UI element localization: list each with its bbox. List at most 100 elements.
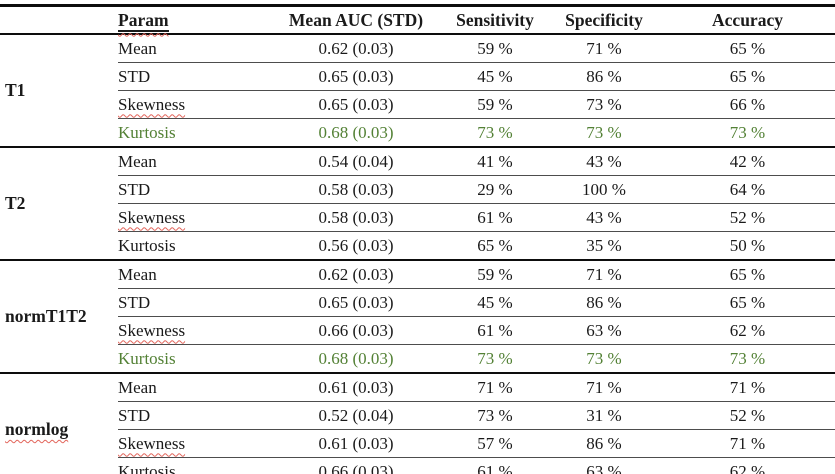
header-row: Param Mean AUC (STD) Sensitivity Specifi… — [0, 5, 835, 35]
auc-value: 0.65 (0.03) — [318, 292, 394, 312]
accuracy-value: 52 % — [729, 207, 766, 227]
accuracy-value: 52 % — [729, 405, 766, 425]
auc-cell: 0.66 (0.03) — [270, 457, 442, 474]
param-cell: Mean — [118, 34, 270, 63]
header-sensitivity: Sensitivity — [442, 5, 548, 35]
specificity-cell: 35 % — [548, 231, 660, 261]
sensitivity-cell: 29 % — [442, 175, 548, 204]
specificity-cell: 100 % — [548, 175, 660, 204]
specificity-cell: 71 % — [548, 34, 660, 63]
table-row: Skewness 0.65 (0.03) 59 % 73 % 66 % — [0, 90, 835, 119]
param-cell: STD — [118, 175, 270, 204]
specificity-value: 43 % — [586, 207, 622, 227]
sensitivity-cell: 61 % — [442, 203, 548, 232]
header-param-label: Param — [118, 9, 169, 32]
auc-value: 0.61 (0.03) — [318, 377, 394, 397]
group-label-normT1T2: normT1T2 — [0, 260, 118, 374]
sensitivity-value: 61 % — [477, 320, 513, 340]
table-row: normT1T2 Mean 0.62 (0.03) 59 % 71 % 65 % — [0, 260, 835, 374]
table-row: Kurtosis 0.56 (0.03) 65 % 35 % 50 % — [0, 231, 835, 261]
group-name: T2 — [5, 193, 26, 213]
accuracy-cell: 42 % — [660, 147, 835, 176]
param-cell: Skewness — [118, 203, 270, 232]
param-cell: Skewness — [118, 316, 270, 345]
param-value: STD — [118, 292, 151, 312]
accuracy-cell: 52 % — [660, 203, 835, 232]
table-body: T1 Mean 0.62 (0.03) 59 % 71 % 65 % STD 0.65 (0.… — [0, 34, 835, 474]
sensitivity-value: 61 % — [477, 207, 513, 227]
specificity-value: 86 % — [586, 292, 622, 312]
auc-cell: 0.65 (0.03) — [270, 62, 442, 91]
specificity-value: 71 % — [586, 38, 622, 58]
accuracy-value: 62 % — [729, 461, 766, 474]
param-cell: STD — [118, 62, 270, 91]
auc-value: 0.58 (0.03) — [318, 179, 394, 199]
accuracy-value: 65 % — [729, 38, 766, 58]
param-value: Kurtosis — [118, 122, 176, 142]
auc-cell: 0.61 (0.03) — [270, 373, 442, 402]
specificity-value: 86 % — [586, 433, 622, 453]
accuracy-value: 65 % — [729, 292, 766, 312]
sensitivity-cell: 59 % — [442, 34, 548, 63]
header-param: Param — [118, 5, 270, 35]
auc-cell: 0.58 (0.03) — [270, 175, 442, 204]
sensitivity-cell: 59 % — [442, 260, 548, 289]
sensitivity-value: 57 % — [477, 433, 513, 453]
header-auc: Mean AUC (STD) — [270, 5, 442, 35]
param-value: Skewness — [118, 433, 186, 453]
sensitivity-cell: 73 % — [442, 344, 548, 374]
group-label-normlog: normlog — [0, 373, 118, 474]
auc-cell: 0.65 (0.03) — [270, 90, 442, 119]
auc-cell: 0.61 (0.03) — [270, 429, 442, 458]
param-cell: Kurtosis — [118, 118, 270, 148]
specificity-cell: 63 % — [548, 457, 660, 474]
auc-value: 0.62 (0.03) — [318, 38, 394, 58]
specificity-cell: 86 % — [548, 429, 660, 458]
specificity-cell: 71 % — [548, 373, 660, 402]
param-value: STD — [118, 179, 151, 199]
auc-cell: 0.68 (0.03) — [270, 344, 442, 374]
param-value: Mean — [118, 38, 157, 58]
table-row: T1 Mean 0.62 (0.03) 59 % 71 % 65 % — [0, 34, 835, 148]
auc-cell: 0.54 (0.04) — [270, 147, 442, 176]
specificity-value: 73 % — [586, 122, 622, 142]
accuracy-cell: 71 % — [660, 373, 835, 402]
sensitivity-cell: 65 % — [442, 231, 548, 261]
param-cell: Mean — [118, 260, 270, 289]
auc-cell: 0.65 (0.03) — [270, 288, 442, 317]
param-value: Kurtosis — [118, 348, 176, 368]
table-row: Kurtosis 0.66 (0.03) 61 % 63 % 62 % — [0, 457, 835, 474]
accuracy-cell: 62 % — [660, 316, 835, 345]
table-row: normlog Mean 0.61 (0.03) 71 % 71 % 71 % — [0, 373, 835, 474]
param-value: Kurtosis — [118, 235, 176, 255]
specificity-cell: 71 % — [548, 260, 660, 289]
accuracy-cell: 65 % — [660, 34, 835, 63]
auc-cell: 0.62 (0.03) — [270, 34, 442, 63]
sensitivity-value: 71 % — [477, 377, 513, 397]
accuracy-value: 64 % — [729, 179, 766, 199]
table-row: Skewness 0.61 (0.03) 57 % 86 % 71 % — [0, 429, 835, 458]
table-row: Skewness 0.58 (0.03) 61 % 43 % 52 % — [0, 203, 835, 232]
param-value: Skewness — [118, 320, 186, 340]
sensitivity-value: 59 % — [477, 264, 513, 284]
param-value: STD — [118, 405, 151, 425]
group-name: normT1T2 — [5, 306, 87, 326]
sensitivity-value: 59 % — [477, 94, 513, 114]
accuracy-value: 50 % — [729, 235, 766, 255]
header-auc-label: Mean AUC (STD) — [288, 9, 424, 30]
sensitivity-value: 45 % — [477, 292, 513, 312]
auc-cell: 0.58 (0.03) — [270, 203, 442, 232]
specificity-value: 73 % — [586, 94, 622, 114]
table-row: Kurtosis 0.68 (0.03) 73 % 73 % 73 % — [0, 344, 835, 374]
specificity-cell: 63 % — [548, 316, 660, 345]
specificity-value: 71 % — [586, 264, 622, 284]
auc-value: 0.61 (0.03) — [318, 433, 394, 453]
accuracy-value: 42 % — [729, 151, 766, 171]
param-cell: Skewness — [118, 429, 270, 458]
specificity-cell: 73 % — [548, 344, 660, 374]
table-row: Kurtosis 0.68 (0.03) 73 % 73 % 73 % — [0, 118, 835, 148]
accuracy-value: 73 % — [729, 122, 766, 142]
specificity-cell: 73 % — [548, 90, 660, 119]
param-cell: Kurtosis — [118, 457, 270, 474]
